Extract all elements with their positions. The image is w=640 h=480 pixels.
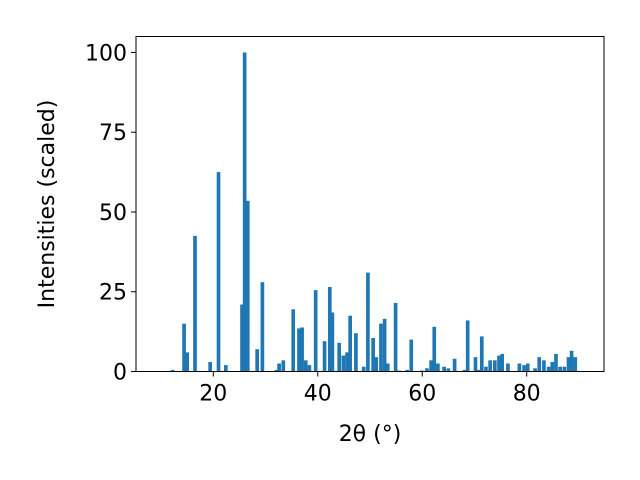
- x-axis-ticks: 20 40 60 80: [199, 371, 541, 407]
- bar: [525, 363, 530, 372]
- y-tick-label: 100: [85, 41, 127, 66]
- bar: [385, 363, 390, 372]
- bar: [297, 328, 301, 372]
- bar: [484, 366, 488, 372]
- bar: [182, 323, 186, 372]
- bar: [354, 333, 358, 372]
- bar: [393, 302, 398, 372]
- bar: [446, 368, 451, 372]
- bar: [432, 326, 437, 372]
- y-tick-label: 0: [113, 361, 127, 386]
- bar: [542, 360, 546, 372]
- bar: [245, 200, 250, 372]
- bar: [573, 357, 578, 372]
- bar: [493, 360, 497, 372]
- bar: [193, 235, 197, 372]
- bar: [260, 282, 265, 372]
- bar: [425, 368, 429, 372]
- bar: [476, 369, 481, 372]
- bar: [452, 358, 457, 372]
- bar: [313, 290, 318, 372]
- x-tick-label: 80: [513, 382, 541, 407]
- bar: [255, 349, 260, 372]
- bar: [554, 353, 558, 372]
- bar: [500, 353, 504, 372]
- bar: [185, 352, 190, 372]
- bar: [566, 357, 571, 372]
- bar: [497, 355, 501, 372]
- bar: [327, 286, 332, 372]
- bar: [303, 360, 308, 372]
- x-axis-label: 2θ (°): [339, 422, 402, 447]
- bar: [374, 357, 379, 372]
- x-tick-label: 20: [199, 382, 227, 407]
- bar: [366, 272, 370, 372]
- bar: [371, 338, 375, 372]
- bar: [517, 363, 522, 372]
- bar: [569, 350, 574, 372]
- bar: [473, 357, 478, 372]
- bar: [242, 52, 247, 372]
- bar: [291, 309, 296, 372]
- bar: [341, 355, 346, 372]
- bar: [405, 369, 409, 372]
- bar: [274, 369, 279, 372]
- bar: [436, 363, 440, 372]
- y-tick-label: 25: [99, 281, 127, 306]
- bar: [345, 352, 349, 372]
- bar: [281, 360, 286, 372]
- bar: [170, 369, 175, 372]
- bar: [300, 327, 304, 372]
- y-tick-label: 75: [99, 121, 127, 146]
- bar: [546, 366, 551, 372]
- bar: [429, 360, 433, 372]
- bar: [522, 365, 526, 372]
- bar: [224, 365, 228, 372]
- bar: [488, 360, 492, 372]
- bar: [379, 323, 383, 372]
- bar: [208, 361, 212, 372]
- plot-frame: [135, 36, 605, 372]
- bar: [533, 368, 537, 372]
- bar: [330, 312, 335, 372]
- bar: [382, 318, 387, 372]
- bar: [558, 366, 562, 372]
- bar: [506, 363, 510, 372]
- bar: [307, 365, 312, 372]
- x-tick-label: 40: [304, 382, 332, 407]
- bar: [337, 342, 342, 372]
- bar: [537, 357, 542, 372]
- y-tick-label: 50: [99, 201, 127, 226]
- bar: [361, 366, 366, 372]
- y-axis-ticks: 0 25 50 75 100: [85, 41, 136, 386]
- x-tick-label: 60: [408, 382, 436, 407]
- bar: [462, 369, 467, 372]
- bar: [322, 341, 327, 372]
- bar: [550, 361, 555, 372]
- y-axis-label: Intensities (scaled): [35, 100, 60, 309]
- bar: [442, 366, 446, 372]
- bar: [277, 363, 281, 372]
- bar-series: [170, 52, 578, 372]
- bar: [240, 304, 244, 372]
- bar: [409, 339, 414, 372]
- bar: [562, 366, 567, 372]
- bar: [216, 172, 221, 372]
- bar: [465, 320, 470, 372]
- bar: [479, 336, 484, 372]
- bar: [348, 315, 352, 372]
